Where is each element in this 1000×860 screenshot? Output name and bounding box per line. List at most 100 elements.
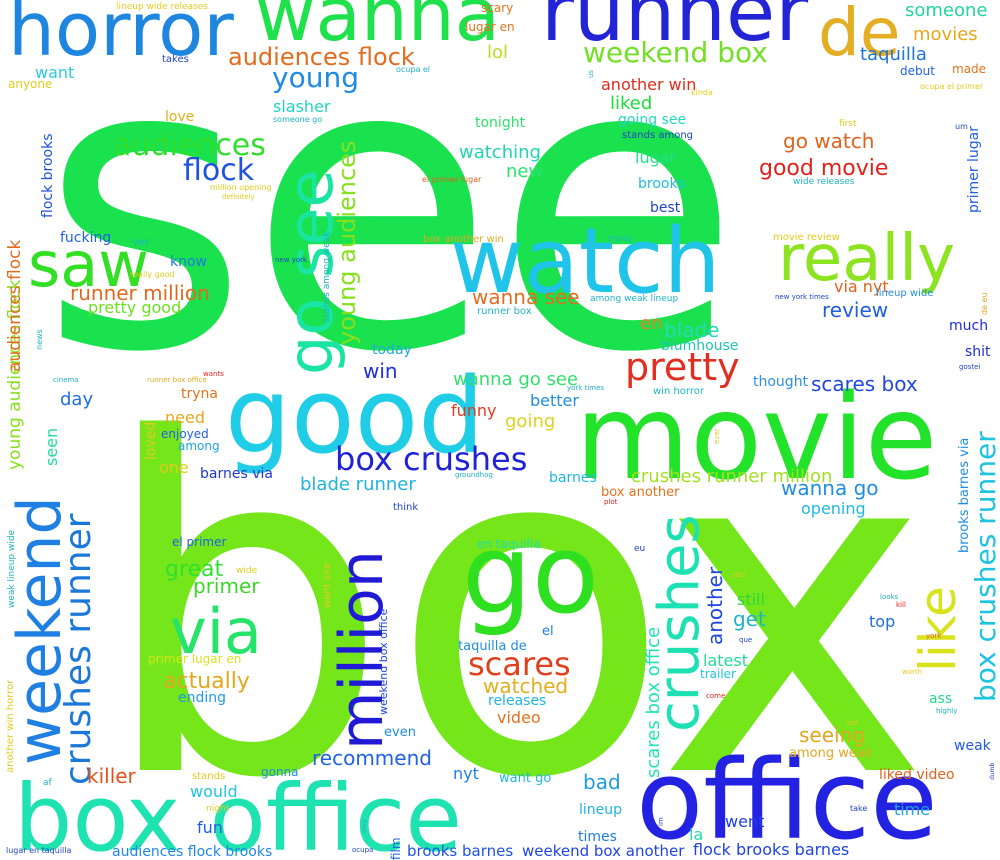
word-box: box bbox=[98, 344, 930, 860]
word-still: still bbox=[737, 590, 765, 609]
word-weekend-box-another: weekend box another bbox=[522, 842, 685, 860]
word-much: much bbox=[949, 318, 988, 334]
word-primer: primer bbox=[193, 574, 260, 598]
word-ever: ever bbox=[713, 428, 721, 444]
word-review: review bbox=[822, 298, 888, 322]
word-loved: loved bbox=[143, 422, 159, 460]
word-opening: opening bbox=[801, 499, 866, 518]
word-crushes-runner-million: crushes runner million bbox=[631, 466, 832, 487]
word-us: us bbox=[587, 70, 595, 78]
word-box-crushes-runner: box crushes runner bbox=[969, 431, 1000, 702]
word-another-win: another win bbox=[601, 75, 696, 94]
word-brooks: brooks bbox=[638, 176, 685, 192]
word-wanna: wanna bbox=[255, 0, 500, 58]
word-dumb: dumb bbox=[989, 763, 996, 780]
word-kinda: kinda bbox=[691, 88, 713, 97]
word-kill: kill bbox=[896, 601, 906, 609]
word-primer-lugar: primer lugar bbox=[966, 126, 982, 213]
word-new: new bbox=[506, 161, 543, 182]
word-win: win bbox=[363, 359, 398, 383]
word-ass: ass bbox=[929, 691, 952, 707]
word-watching: watching bbox=[459, 142, 541, 163]
word-need: need bbox=[165, 408, 205, 427]
word-night: night bbox=[206, 804, 230, 814]
word-barnes-via: barnes via bbox=[200, 466, 273, 482]
word-last: last bbox=[846, 719, 859, 727]
word-great: great bbox=[165, 557, 224, 582]
word-ocupa-el-primer: ocupa el primer bbox=[920, 82, 984, 91]
word-weak: weak bbox=[954, 738, 992, 754]
word-de-eu: de eu bbox=[980, 292, 989, 315]
word-lugar-en-taquilla: lugar en taquilla bbox=[6, 846, 71, 855]
word-actually: actually bbox=[163, 669, 250, 694]
word-wanna-go: wanna go bbox=[781, 476, 879, 500]
word-en: en bbox=[640, 313, 662, 334]
word-groundhog: groundhog bbox=[455, 471, 493, 479]
word-wide: wide bbox=[236, 566, 258, 576]
word-someone: someone bbox=[905, 0, 988, 21]
word-looks: looks bbox=[880, 593, 899, 601]
word-que: que bbox=[739, 636, 752, 644]
word-going-see: going see bbox=[618, 112, 686, 128]
word-times: times bbox=[578, 829, 617, 845]
word-ocupa: ocupa bbox=[352, 846, 373, 854]
word-young: young bbox=[272, 61, 359, 94]
word-slasher: slasher bbox=[273, 97, 331, 116]
word-time: time bbox=[894, 800, 930, 819]
word-audiences-flock-vertical: audiences flock bbox=[5, 240, 25, 372]
word-definitely: definitely bbox=[222, 193, 255, 201]
word-better: better bbox=[530, 391, 579, 410]
word-cinema: cinema bbox=[53, 376, 79, 384]
word-lineup: lineup bbox=[579, 802, 622, 818]
word-lugar-en: lugar en bbox=[465, 20, 515, 34]
word-funny: funny bbox=[451, 401, 497, 420]
word-taquilla: taquilla bbox=[860, 44, 927, 65]
word-um: um bbox=[955, 122, 968, 131]
word-lugar: lugar bbox=[635, 148, 677, 167]
word-la: la bbox=[689, 825, 703, 844]
word-box-office: box office bbox=[14, 765, 462, 860]
word-weak-lineup-wide: weak lineup wide bbox=[7, 529, 17, 608]
word-gostei: gostei bbox=[959, 363, 980, 371]
word-new-york-times: new york times bbox=[775, 293, 829, 301]
word-ver: ver bbox=[133, 237, 150, 248]
word-good-movie: good movie bbox=[759, 156, 888, 181]
word-best: best bbox=[650, 200, 681, 216]
word-another-win-horror: another win horror bbox=[5, 679, 16, 773]
word-scares-box: scares box bbox=[811, 372, 918, 396]
word-among: among bbox=[178, 439, 220, 453]
word-million: million bbox=[327, 550, 397, 750]
word-weekend-box-office: weekend box office bbox=[377, 608, 390, 715]
word-bad: bad bbox=[583, 770, 621, 794]
word-de: de bbox=[818, 0, 901, 71]
word-among-weak-lineup: among weak lineup bbox=[590, 294, 678, 304]
word-audiences-flock-brooks: audiences flock brooks bbox=[112, 844, 272, 860]
word-tryna: tryna bbox=[181, 386, 218, 402]
word-wide-releases: wide releases bbox=[793, 177, 855, 187]
word-really: really bbox=[778, 222, 955, 296]
word-nyt: nyt bbox=[453, 764, 479, 783]
word-someone-go: someone go bbox=[273, 115, 322, 124]
word-scary: scary bbox=[481, 1, 513, 15]
word-pretty: pretty bbox=[625, 345, 740, 389]
word-new-york: new york bbox=[275, 256, 308, 264]
word-would: would bbox=[190, 782, 238, 801]
word-york: york bbox=[926, 632, 942, 640]
word-one: one bbox=[159, 458, 189, 477]
word-el-primer-lugar: el primer lugar bbox=[422, 175, 482, 184]
word-en-taquilla: en taquilla bbox=[477, 537, 540, 551]
word-watched: watched bbox=[483, 674, 568, 698]
word-worth: worth bbox=[902, 668, 922, 676]
word-liked-video: liked video bbox=[879, 767, 955, 783]
word-im: im bbox=[657, 817, 665, 826]
word-wanna-go-see: wanna go see bbox=[453, 369, 578, 390]
word-killer: killer bbox=[87, 764, 137, 788]
word-stands: stands bbox=[192, 771, 225, 782]
word-flock-brooks: flock brooks bbox=[40, 133, 56, 218]
word-anyone: anyone bbox=[8, 77, 52, 91]
word-made: made bbox=[952, 62, 986, 76]
word-crushes: crushes bbox=[647, 514, 712, 732]
word-gonna: gonna bbox=[261, 765, 299, 779]
word-another: another bbox=[703, 566, 727, 645]
